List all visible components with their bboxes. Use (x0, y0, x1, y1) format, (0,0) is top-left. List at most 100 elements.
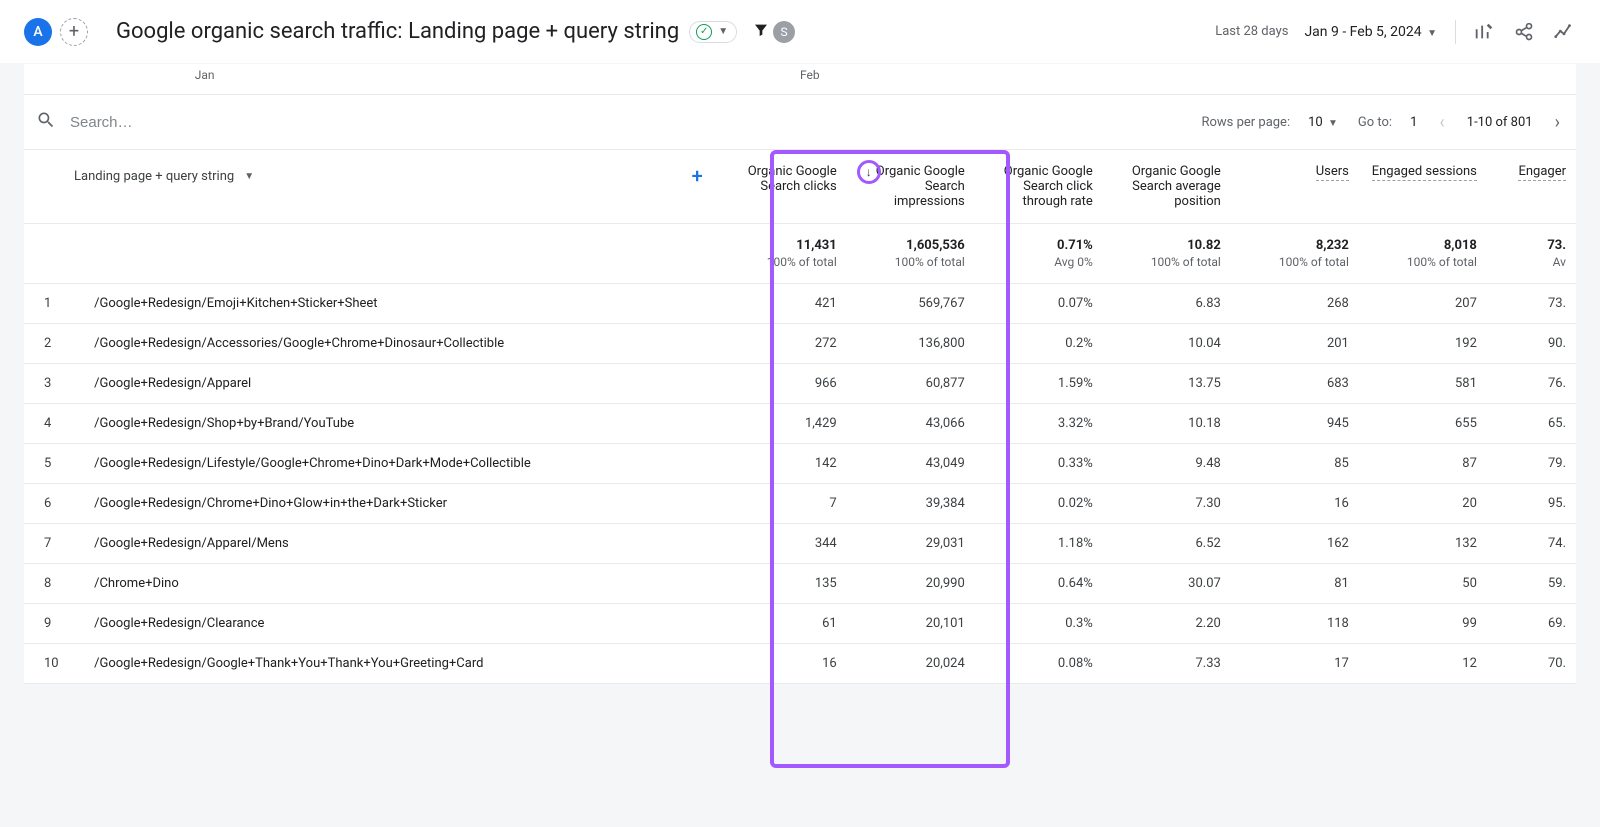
metric-cell: 13.75 (1103, 364, 1231, 404)
metric-cell: 76. (1487, 364, 1576, 404)
landing-page-cell: /Google+Redesign/Lifestyle/Google+Chrome… (84, 444, 719, 484)
metric-cell: 16 (1231, 484, 1359, 524)
metric-cell: 966 (719, 364, 847, 404)
status-pill[interactable]: ✓ ▼ (689, 21, 737, 43)
rows-per-page-label: Rows per page: (1201, 115, 1290, 130)
metric-cell: 945 (1231, 404, 1359, 444)
metric-cell: 3.32% (975, 404, 1103, 444)
chart-x-axis: Jan Feb (24, 64, 1576, 94)
dimension-picker[interactable]: Landing page + query string ▼ (74, 169, 256, 184)
dimension-header: Landing page + query string ▼ + (24, 150, 719, 224)
column-header[interactable]: Organic Google Search clicks (719, 150, 847, 224)
metric-cell: 683 (1231, 364, 1359, 404)
metric-cell: 7 (719, 484, 847, 524)
add-dimension-button[interactable]: + (692, 164, 709, 188)
column-header[interactable]: ↓Organic Google Search impressions (847, 150, 975, 224)
metric-cell: 20,990 (847, 564, 975, 604)
filter-segment[interactable]: S (753, 21, 795, 43)
table-row[interactable]: 9/Google+Redesign/Clearance6120,1010.3%2… (24, 604, 1576, 644)
column-label: Engager (1518, 164, 1566, 181)
metric-cell: 7.33 (1103, 644, 1231, 684)
metric-cell: 10.04 (1103, 324, 1231, 364)
account-avatar[interactable]: A (24, 18, 52, 46)
chevron-down-icon: ▼ (1326, 118, 1340, 129)
metric-cell: 135 (719, 564, 847, 604)
column-header[interactable]: Engager (1487, 150, 1576, 224)
table-row[interactable]: 1/Google+Redesign/Emoji+Kitchen+Sticker+… (24, 284, 1576, 324)
metric-cell: 74. (1487, 524, 1576, 564)
table-row[interactable]: 4/Google+Redesign/Shop+by+Brand/YouTube1… (24, 404, 1576, 444)
page-title: Google organic search traffic: Landing p… (116, 19, 795, 44)
metric-cell: 0.02% (975, 484, 1103, 524)
metric-cell: 70. (1487, 644, 1576, 684)
landing-page-cell: /Google+Redesign/Emoji+Kitchen+Sticker+S… (84, 284, 719, 324)
table-row[interactable]: 2/Google+Redesign/Accessories/Google+Chr… (24, 324, 1576, 364)
column-header[interactable]: Organic Google Search click through rate (975, 150, 1103, 224)
metric-cell: 421 (719, 284, 847, 324)
table-body: 1/Google+Redesign/Emoji+Kitchen+Sticker+… (24, 284, 1576, 684)
metric-cell: 20 (1359, 484, 1487, 524)
metric-cell: 207 (1359, 284, 1487, 324)
next-page-button[interactable]: › (1551, 112, 1564, 133)
metric-cell: 9.48 (1103, 444, 1231, 484)
metric-cell: 59. (1487, 564, 1576, 604)
metric-cell: 73. (1487, 284, 1576, 324)
date-range-label: Last 28 days (1215, 24, 1288, 39)
total-cell: 73.Av (1487, 224, 1576, 284)
metric-cell: 136,800 (847, 324, 975, 364)
row-index: 2 (24, 324, 84, 364)
landing-page-cell: /Google+Redesign/Chrome+Dino+Glow+in+the… (84, 484, 719, 524)
search-input[interactable] (68, 113, 368, 132)
table-row[interactable]: 5/Google+Redesign/Lifestyle/Google+Chrom… (24, 444, 1576, 484)
insights-icon[interactable] (1552, 21, 1576, 43)
total-cell: 0.71%Avg 0% (975, 224, 1103, 284)
chart-xlabel-jan: Jan (195, 68, 215, 82)
metric-cell: 10.18 (1103, 404, 1231, 444)
metric-cell: 60,877 (847, 364, 975, 404)
metric-cell: 0.2% (975, 324, 1103, 364)
landing-page-cell: /Google+Redesign/Accessories/Google+Chro… (84, 324, 719, 364)
column-label: Users (1316, 164, 1349, 181)
column-header[interactable]: Engaged sessions (1359, 150, 1487, 224)
metric-cell: 29,031 (847, 524, 975, 564)
metric-cell: 142 (719, 444, 847, 484)
content-area: Jan Feb Rows per page: 10 ▼ Go to: 1 ‹ 1… (0, 64, 1600, 708)
top-left-group: A + (24, 18, 88, 46)
column-label: Organic Google Search average position (1113, 164, 1221, 209)
add-account-button[interactable]: + (60, 18, 88, 46)
metric-cell: 43,066 (847, 404, 975, 444)
pager: Rows per page: 10 ▼ Go to: 1 ‹ 1-10 of 8… (1201, 112, 1564, 133)
chart-xlabel-feb: Feb (800, 68, 820, 82)
column-header[interactable]: Users (1231, 150, 1359, 224)
total-cell: 8,018100% of total (1359, 224, 1487, 284)
rows-per-page-select[interactable]: 10 ▼ (1308, 115, 1340, 130)
row-index: 3 (24, 364, 84, 404)
column-header[interactable]: Organic Google Search average position (1103, 150, 1231, 224)
share-icon[interactable] (1512, 22, 1536, 42)
landing-page-cell: /Google+Redesign/Apparel/Mens (84, 524, 719, 564)
prev-page-button[interactable]: ‹ (1435, 112, 1448, 133)
landing-page-cell: /Chrome+Dino (84, 564, 719, 604)
total-cell: 11,431100% of total (719, 224, 847, 284)
chevron-down-icon: ▼ (242, 171, 256, 182)
customize-report-icon[interactable] (1472, 21, 1496, 43)
table-row[interactable]: 10/Google+Redesign/Google+Thank+You+Than… (24, 644, 1576, 684)
metric-cell: 0.08% (975, 644, 1103, 684)
goto-value[interactable]: 1 (1410, 115, 1417, 130)
row-index: 8 (24, 564, 84, 604)
table-row[interactable]: 8/Chrome+Dino13520,9900.64%30.07815059. (24, 564, 1576, 604)
metric-cell: 79. (1487, 444, 1576, 484)
table-row[interactable]: 7/Google+Redesign/Apparel/Mens34429,0311… (24, 524, 1576, 564)
top-bar: A + Google organic search traffic: Landi… (0, 0, 1600, 64)
check-icon: ✓ (696, 24, 712, 40)
date-range-value[interactable]: Jan 9 - Feb 5, 2024 ▼ (1304, 24, 1439, 40)
table-row[interactable]: 3/Google+Redesign/Apparel96660,8771.59%1… (24, 364, 1576, 404)
row-index: 4 (24, 404, 84, 444)
metric-cell: 201 (1231, 324, 1359, 364)
metric-cell: 81 (1231, 564, 1359, 604)
metric-cell: 569,767 (847, 284, 975, 324)
metric-cell: 43,049 (847, 444, 975, 484)
data-table: Landing page + query string ▼ + Organic … (24, 150, 1576, 684)
metric-cell: 118 (1231, 604, 1359, 644)
table-row[interactable]: 6/Google+Redesign/Chrome+Dino+Glow+in+th… (24, 484, 1576, 524)
